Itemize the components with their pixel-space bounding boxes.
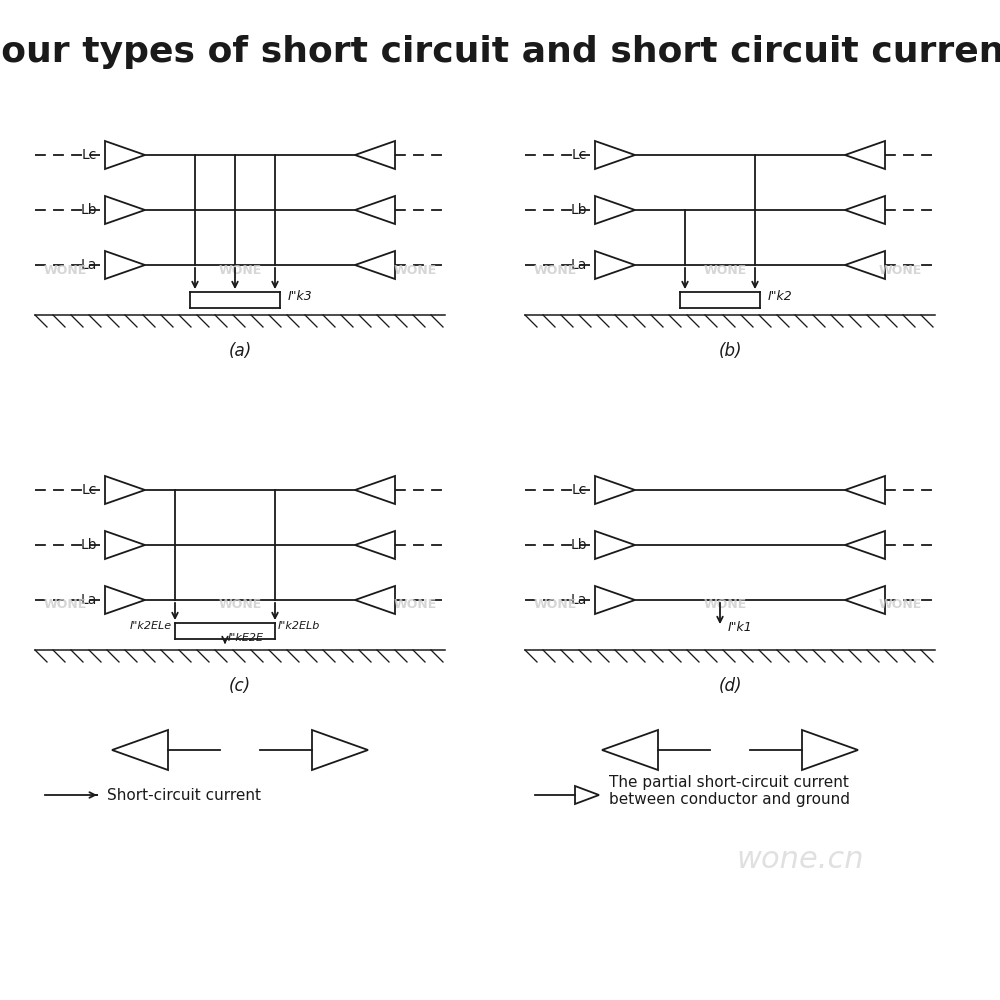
Text: WONE: WONE: [878, 598, 922, 611]
Text: I"k3: I"k3: [288, 290, 313, 303]
Text: WONE: WONE: [43, 263, 87, 276]
Text: Lb: Lb: [570, 538, 587, 552]
Text: La: La: [81, 258, 97, 272]
Text: La: La: [571, 258, 587, 272]
Text: La: La: [81, 593, 97, 607]
Text: (a): (a): [228, 342, 252, 360]
Text: Short-circuit current: Short-circuit current: [107, 788, 261, 802]
Text: (b): (b): [718, 342, 742, 360]
Text: (d): (d): [718, 677, 742, 695]
Text: I"k1: I"k1: [728, 621, 753, 634]
Text: Lc: Lc: [82, 483, 97, 497]
Text: I"k2ELb: I"k2ELb: [278, 621, 320, 631]
Text: Lb: Lb: [80, 538, 97, 552]
Text: WONE: WONE: [703, 263, 747, 276]
Text: I"k2: I"k2: [768, 290, 793, 303]
Text: WONE: WONE: [43, 598, 87, 611]
Text: WONE: WONE: [393, 263, 437, 276]
Text: Lc: Lc: [572, 483, 587, 497]
Text: WONE: WONE: [218, 598, 262, 611]
Text: WONE: WONE: [218, 263, 262, 276]
Text: Lc: Lc: [82, 148, 97, 162]
Text: Lb: Lb: [80, 203, 97, 217]
Text: WONE: WONE: [393, 598, 437, 611]
Text: (c): (c): [229, 677, 251, 695]
Text: The partial short-circuit current
between conductor and ground: The partial short-circuit current betwee…: [609, 775, 850, 807]
Text: WONE: WONE: [703, 598, 747, 611]
Text: Lc: Lc: [572, 148, 587, 162]
Text: La: La: [571, 593, 587, 607]
Text: WONE: WONE: [533, 598, 577, 611]
Text: wone.cn: wone.cn: [736, 846, 864, 874]
Text: Four types of short circuit and short circuit current: Four types of short circuit and short ci…: [0, 35, 1000, 69]
Text: Lb: Lb: [570, 203, 587, 217]
Text: I"kE2E: I"kE2E: [228, 633, 264, 643]
Text: WONE: WONE: [533, 263, 577, 276]
Text: WONE: WONE: [878, 263, 922, 276]
Text: I"k2ELe: I"k2ELe: [130, 621, 172, 631]
